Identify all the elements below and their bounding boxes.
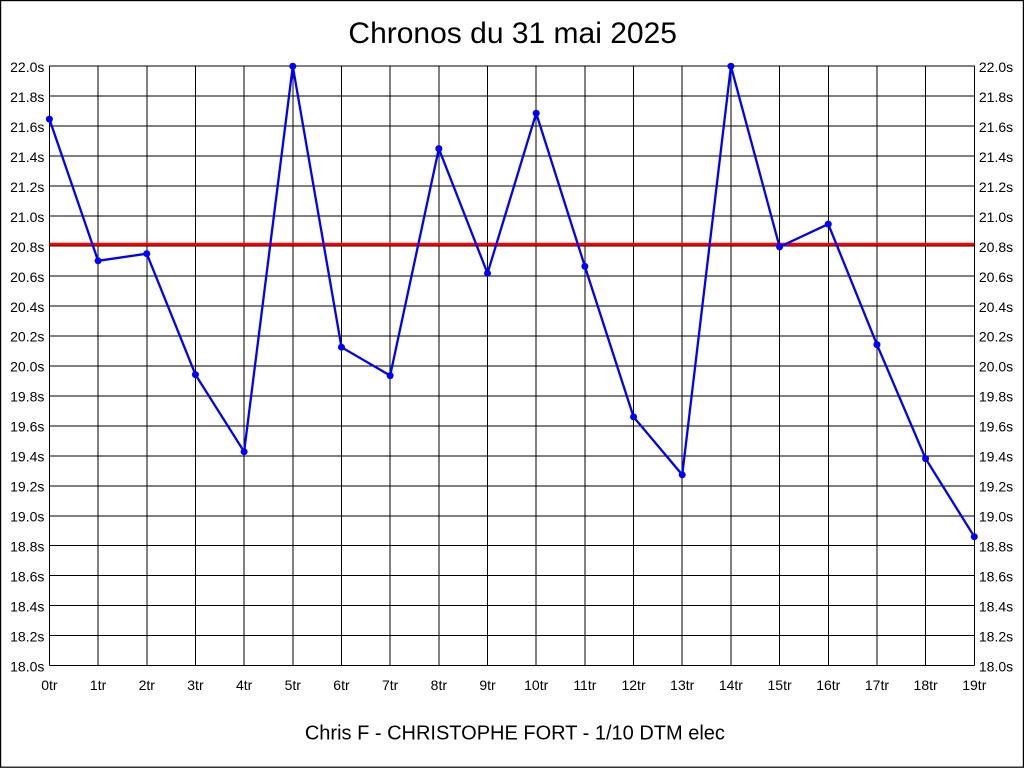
- svg-text:18.4s: 18.4s: [979, 598, 1013, 614]
- svg-text:18.4s: 18.4s: [10, 598, 44, 614]
- svg-text:21.6s: 21.6s: [979, 119, 1013, 135]
- svg-text:1tr: 1tr: [90, 677, 107, 693]
- svg-text:5tr: 5tr: [285, 677, 302, 693]
- svg-text:20.8s: 20.8s: [10, 239, 44, 255]
- svg-text:3tr: 3tr: [187, 677, 204, 693]
- svg-text:21.0s: 21.0s: [979, 209, 1013, 225]
- svg-text:21.6s: 21.6s: [10, 119, 44, 135]
- svg-text:2tr: 2tr: [139, 677, 156, 693]
- svg-text:20.6s: 20.6s: [979, 269, 1013, 285]
- svg-text:0tr: 0tr: [41, 677, 58, 693]
- svg-text:21.2s: 21.2s: [979, 179, 1013, 195]
- svg-text:17tr: 17tr: [865, 677, 889, 693]
- svg-text:20.2s: 20.2s: [10, 329, 44, 345]
- svg-text:21.4s: 21.4s: [979, 149, 1013, 165]
- svg-text:19.8s: 19.8s: [979, 389, 1013, 405]
- svg-text:19.4s: 19.4s: [10, 449, 44, 465]
- svg-text:18.8s: 18.8s: [10, 539, 44, 555]
- svg-text:20.6s: 20.6s: [10, 269, 44, 285]
- svg-text:20.4s: 20.4s: [979, 299, 1013, 315]
- svg-text:18.6s: 18.6s: [10, 568, 44, 584]
- svg-text:19.6s: 19.6s: [10, 419, 44, 435]
- svg-text:10tr: 10tr: [524, 677, 548, 693]
- svg-text:19.4s: 19.4s: [979, 449, 1013, 465]
- svg-text:20.0s: 20.0s: [979, 359, 1013, 375]
- svg-text:21.8s: 21.8s: [979, 89, 1013, 105]
- svg-text:19.2s: 19.2s: [10, 479, 44, 495]
- svg-text:16tr: 16tr: [816, 677, 840, 693]
- svg-text:15tr: 15tr: [768, 677, 792, 693]
- svg-text:9tr: 9tr: [479, 677, 496, 693]
- svg-text:13tr: 13tr: [670, 677, 694, 693]
- svg-text:22.0s: 22.0s: [10, 59, 44, 75]
- svg-text:12tr: 12tr: [621, 677, 645, 693]
- svg-text:14tr: 14tr: [719, 677, 743, 693]
- svg-text:21.0s: 21.0s: [10, 209, 44, 225]
- svg-text:19tr: 19tr: [962, 677, 986, 693]
- svg-text:18tr: 18tr: [914, 677, 938, 693]
- svg-text:18.0s: 18.0s: [10, 658, 44, 674]
- svg-text:Chris F - CHRISTOPHE FORT - 1/: Chris F - CHRISTOPHE FORT - 1/10 DTM ele…: [305, 723, 725, 745]
- svg-text:18.0s: 18.0s: [979, 658, 1013, 674]
- svg-text:19.8s: 19.8s: [10, 389, 44, 405]
- svg-text:20.4s: 20.4s: [10, 299, 44, 315]
- svg-text:19.0s: 19.0s: [979, 509, 1013, 525]
- svg-text:18.2s: 18.2s: [10, 628, 44, 644]
- svg-text:22.0s: 22.0s: [979, 59, 1013, 75]
- svg-text:20.0s: 20.0s: [10, 359, 44, 375]
- svg-text:19.6s: 19.6s: [979, 419, 1013, 435]
- svg-text:19.2s: 19.2s: [979, 479, 1013, 495]
- svg-text:20.8s: 20.8s: [979, 239, 1013, 255]
- svg-text:Chronos du 31 mai 2025: Chronos du 31 mai 2025: [348, 17, 677, 50]
- svg-text:18.6s: 18.6s: [979, 568, 1013, 584]
- svg-text:11tr: 11tr: [573, 677, 596, 693]
- svg-text:6tr: 6tr: [333, 677, 350, 693]
- svg-text:18.8s: 18.8s: [979, 539, 1013, 555]
- svg-text:19.0s: 19.0s: [10, 509, 44, 525]
- svg-text:7tr: 7tr: [382, 677, 399, 693]
- svg-text:21.4s: 21.4s: [10, 149, 44, 165]
- svg-text:18.2s: 18.2s: [979, 628, 1013, 644]
- svg-text:20.2s: 20.2s: [979, 329, 1013, 345]
- svg-text:4tr: 4tr: [236, 677, 253, 693]
- svg-text:8tr: 8tr: [431, 677, 448, 693]
- svg-text:21.8s: 21.8s: [10, 89, 44, 105]
- svg-text:21.2s: 21.2s: [10, 179, 44, 195]
